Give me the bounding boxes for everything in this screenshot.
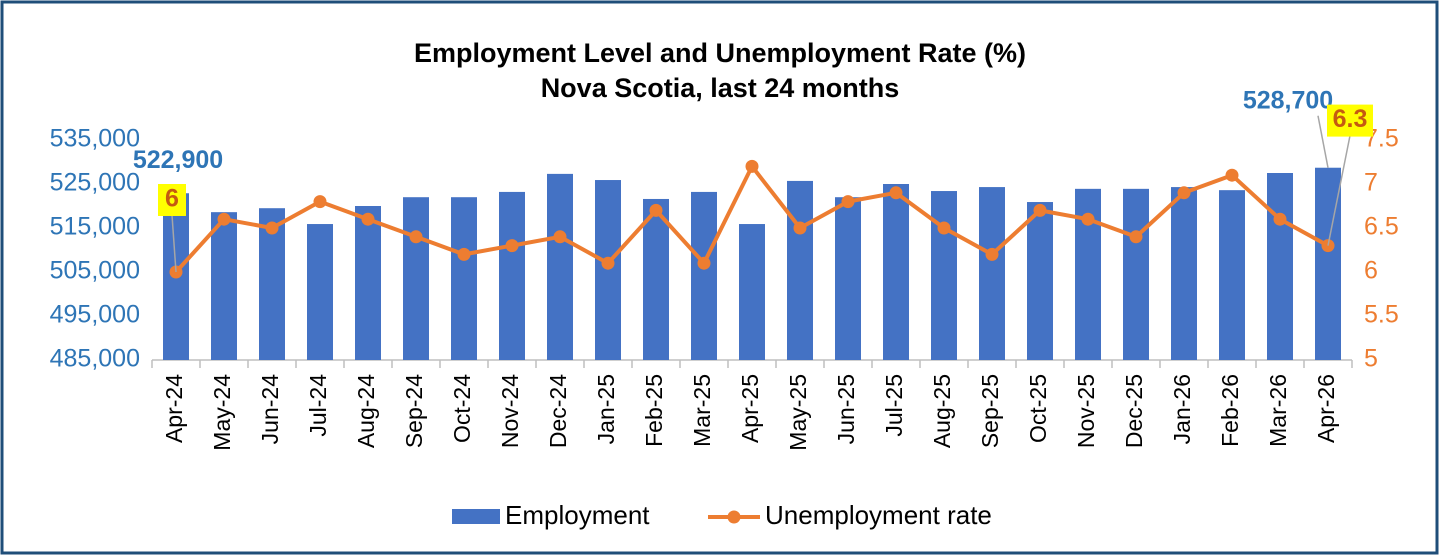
x-tick-label: Oct-24 [449,374,475,443]
y2-tick-label: 6 [1364,257,1378,285]
y2-tick-label: 5.5 [1364,301,1399,329]
bar [643,198,669,360]
data-label: 6.3 [1333,105,1368,133]
chart-subtitle: Nova Scotia, last 24 months [541,73,900,103]
marker [457,247,471,261]
marker [1177,186,1191,200]
x-tick-label: Jan-26 [1169,374,1195,444]
bar [979,187,1005,360]
marker [1129,230,1143,244]
bar [307,224,333,360]
marker [889,186,903,200]
marker [1225,168,1239,182]
x-tick-label: Jun-24 [257,374,283,445]
marker [697,256,711,270]
marker [265,221,279,235]
bar [547,173,573,360]
marker [793,221,807,235]
legend-label: Employment [505,500,650,530]
bar [1123,188,1149,360]
data-label: 522,900 [133,146,223,174]
marker [409,230,423,244]
data-label-box [158,184,186,216]
bar [1219,190,1245,360]
y-tick-label: 515,000 [50,213,140,241]
x-tick-label: Jul-24 [305,374,331,437]
x-tick-label: Aug-24 [353,374,379,448]
bar [1267,173,1293,360]
x-tick-label: May-24 [209,374,235,451]
x-tick-label: Feb-25 [641,374,667,447]
x-tick-label: Dec-25 [1121,374,1147,448]
marker [217,212,231,226]
legend-swatch [452,509,500,524]
x-tick-label: Dec-24 [545,374,571,448]
marker [745,159,759,173]
marker [1273,212,1287,226]
bar [499,191,525,360]
bar [739,224,765,360]
x-tick-label: Mar-25 [689,374,715,447]
y2-tick-label: 7 [1364,169,1378,197]
x-tick-label: Apr-26 [1313,374,1339,443]
x-tick-label: Apr-25 [737,374,763,443]
x-tick-label: Sep-25 [977,374,1003,448]
bar [403,197,429,360]
bar [451,197,477,360]
y-tick-label: 485,000 [50,345,140,373]
y2-tick-label: 5 [1364,345,1378,373]
x-tick-label: Sep-24 [401,374,427,448]
chart-title: Employment Level and Unemployment Rate (… [414,38,1026,68]
marker [601,256,615,270]
marker [937,221,951,235]
marker [1033,203,1047,217]
data-label: 528,700 [1243,86,1333,114]
marker [313,195,327,209]
legend-swatch [727,510,741,524]
x-tick-label: Jan-25 [593,374,619,444]
x-tick-label: May-25 [785,374,811,451]
marker [361,212,375,226]
bar [883,184,909,360]
bar [595,180,621,360]
data-label-box [1327,104,1373,137]
bar [691,191,717,360]
bar [835,197,861,360]
y-tick-label: 525,000 [50,169,140,197]
bar [1171,187,1197,360]
leader-line [1317,115,1329,168]
marker [505,239,519,253]
leader-line [171,214,177,273]
y-tick-label: 505,000 [50,257,140,285]
data-label: 6 [165,185,179,213]
y2-tick-label: 6.5 [1364,213,1399,241]
bar [1027,202,1053,360]
marker [985,247,999,261]
x-tick-label: Nov-25 [1073,374,1099,448]
marker [553,230,567,244]
marker [1081,212,1095,226]
x-tick-label: Mar-26 [1265,374,1291,447]
bar [355,206,381,360]
bar [211,212,237,360]
marker [649,203,663,217]
x-tick-label: Jun-25 [833,374,859,444]
leader-line [1327,135,1351,246]
x-tick-label: Oct-25 [1025,374,1051,443]
bar [787,180,813,360]
x-tick-label: Feb-26 [1217,374,1243,447]
x-tick-label: Apr-24 [161,374,187,443]
x-tick-label: Jul-25 [881,374,907,437]
y-tick-label: 535,000 [50,125,140,153]
legend-label: Unemployment rate [765,500,992,530]
x-tick-label: Aug-25 [929,374,955,448]
marker [841,195,855,209]
bar [931,191,957,360]
y-tick-label: 495,000 [50,301,140,329]
x-tick-label: Nov-24 [497,374,523,448]
